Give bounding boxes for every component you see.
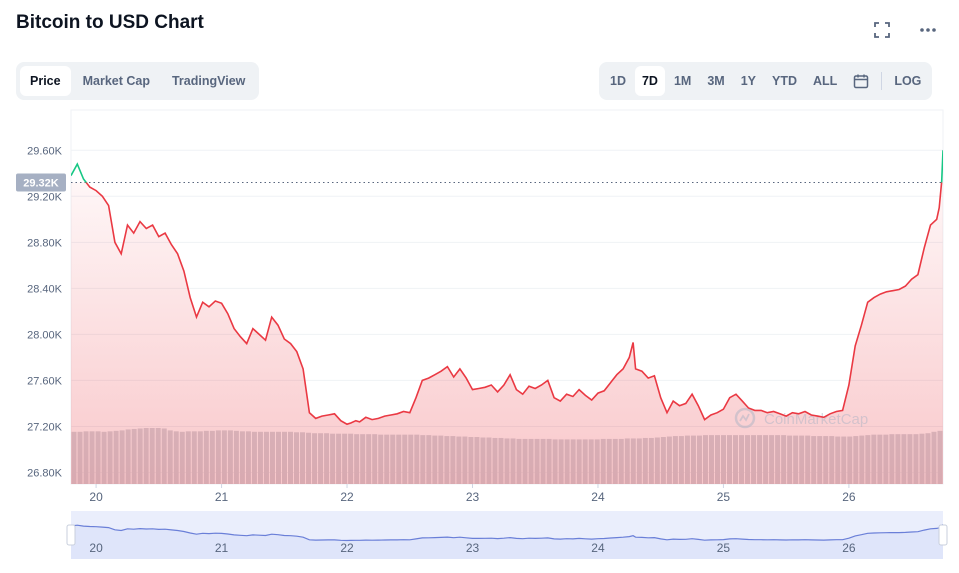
x-axis: 20 21 22 23 24 25 26 <box>89 484 856 504</box>
y-tick-label: 29.60K <box>27 145 63 157</box>
watermark-text: CoinMarketCap <box>764 411 868 428</box>
navigator-x-labels: 20 21 22 23 24 25 26 <box>89 541 855 555</box>
fullscreen-icon[interactable] <box>869 18 895 42</box>
time-range-tabs: 1D 7D 1M 3M 1Y YTD ALL LOG <box>599 62 933 100</box>
y-tick-label: 28.00K <box>27 329 63 341</box>
range-navigator[interactable]: 20 21 22 23 24 25 26 <box>66 511 948 559</box>
price-line-down <box>85 182 943 426</box>
price-area-fill <box>71 182 943 484</box>
navigator-x-label: 24 <box>591 541 605 555</box>
tab-3m[interactable]: 3M <box>707 74 725 88</box>
y-tick-label: 27.60K <box>27 375 63 387</box>
tab-1m[interactable]: 1M <box>673 74 692 88</box>
navigator-x-label: 21 <box>215 541 229 555</box>
x-tick-label: 26 <box>842 490 856 504</box>
tab-7d[interactable]: 7D <box>634 66 665 96</box>
y-axis: 29.60K 29.20K 28.80K 28.40K 28.00K 27.60K 27.2… <box>27 145 63 479</box>
y-tick-label: 28.40K <box>27 283 63 295</box>
tab-1d[interactable]: 1D <box>610 74 626 88</box>
tab-price[interactable]: Price <box>20 66 71 96</box>
navigator-line <box>70 524 944 542</box>
chart-toolbar-top <box>869 18 941 42</box>
y-tick-label: 28.80K <box>27 237 63 249</box>
navigator-x-label: 25 <box>717 541 731 555</box>
y-tick-label: 29.20K <box>27 191 63 203</box>
svg-text:29.32K: 29.32K <box>23 177 59 189</box>
tab-market-cap[interactable]: Market Cap <box>82 74 150 88</box>
x-tick-label: 21 <box>215 490 229 504</box>
y-tick-label: 26.80K <box>27 467 63 479</box>
navigator-right-handle[interactable] <box>938 524 948 546</box>
navigator-x-label: 20 <box>89 541 103 555</box>
navigator-left-handle[interactable] <box>66 524 76 546</box>
navigator-x-label: 26 <box>842 541 856 555</box>
x-tick-label: 20 <box>89 490 103 504</box>
more-icon[interactable] <box>915 18 941 42</box>
chart-type-tabs: Price Market Cap TradingView <box>16 62 260 100</box>
x-tick-label: 24 <box>591 490 605 504</box>
tab-tradingview[interactable]: TradingView <box>171 74 246 88</box>
navigator-area <box>71 524 943 559</box>
toolbar-divider <box>881 72 883 90</box>
log-scale-toggle[interactable]: LOG <box>894 74 922 88</box>
x-tick-label: 22 <box>340 490 354 504</box>
current-price-badge: 29.32K <box>16 173 66 192</box>
tab-ytd[interactable]: YTD <box>772 74 798 88</box>
tab-all[interactable]: ALL <box>813 74 838 88</box>
navigator-x-label: 22 <box>340 541 354 555</box>
watermark: CoinMarketCap <box>734 407 868 429</box>
calendar-icon[interactable] <box>846 66 876 96</box>
page-title: Bitcoin to USD Chart <box>16 12 204 33</box>
x-tick-label: 25 <box>717 490 731 504</box>
x-tick-label: 23 <box>466 490 480 504</box>
navigator-x-label: 23 <box>466 541 480 555</box>
tab-1y[interactable]: 1Y <box>740 74 757 88</box>
y-tick-label: 27.20K <box>27 421 63 433</box>
